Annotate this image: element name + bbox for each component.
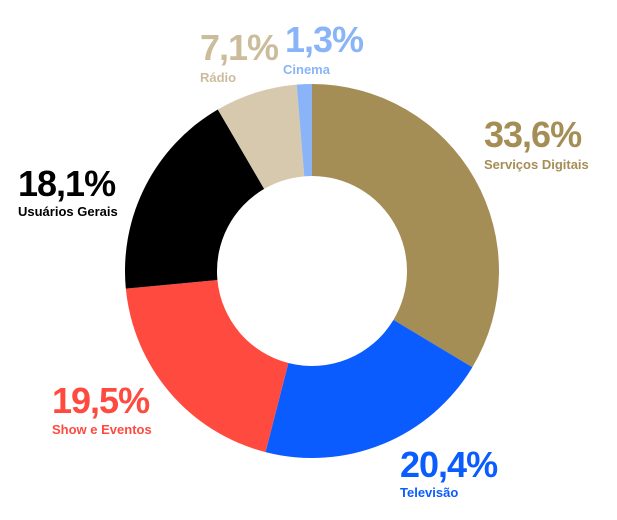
donut-slice — [125, 279, 289, 453]
donut-slice — [296, 84, 312, 177]
category-label: Televisão — [400, 485, 458, 500]
value-label: 1,3% — [285, 19, 364, 60]
value-label: 7,1% — [200, 27, 279, 68]
value-label: 18,1% — [18, 163, 116, 204]
category-label: Rádio — [200, 70, 236, 85]
category-label: Usuários Gerais — [18, 204, 118, 219]
value-label: 33,6% — [484, 114, 582, 155]
category-label: Serviços Digitais — [484, 157, 589, 172]
donut-slice — [312, 84, 499, 368]
donut-slice — [217, 84, 305, 189]
category-label: Show e Eventos — [52, 422, 152, 437]
value-label: 20,4% — [400, 444, 498, 485]
value-label: 19,5% — [52, 380, 150, 421]
donut-slice — [265, 319, 473, 458]
category-label: Cinema — [283, 62, 331, 77]
donut-slice — [125, 109, 265, 289]
